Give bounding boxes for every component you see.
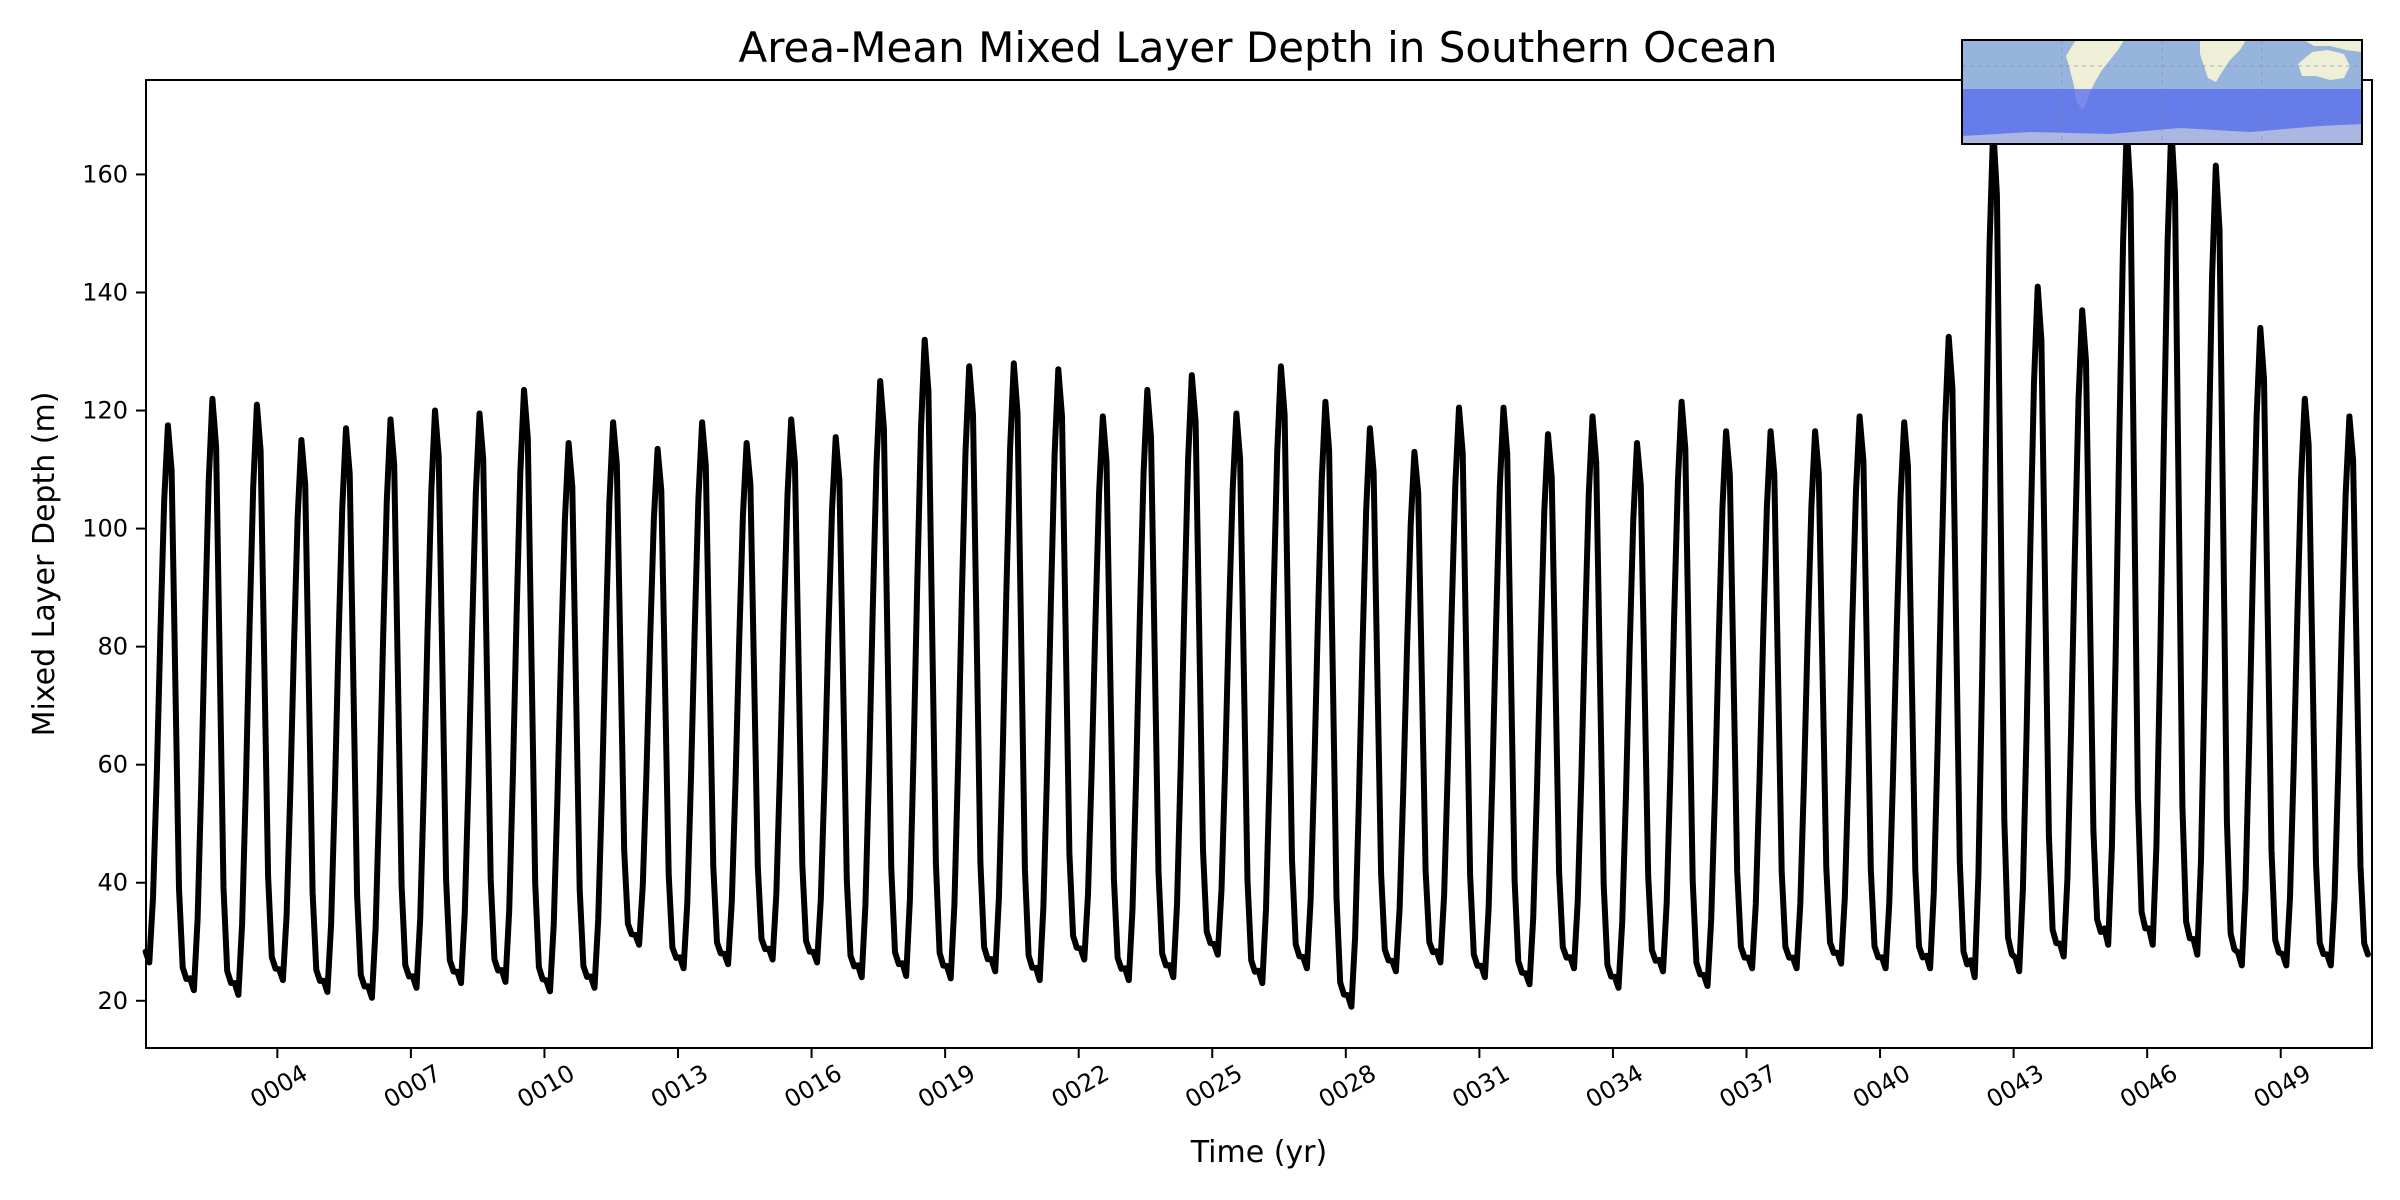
inset-map [1961,39,2363,145]
x-tick-label: 0028 [1314,1059,1381,1114]
x-axis-label: Time (yr) [1190,1135,1327,1170]
inset-map-frame [1961,39,2363,145]
y-axis-label: Mixed Layer Depth (m) [27,392,62,737]
asia-landmass [2304,40,2362,52]
x-tick-label: 0016 [780,1059,847,1114]
y-axis: 20 40 60 80 100 120 140 160 [82,160,146,1015]
x-tick-label: 0025 [1180,1059,1247,1114]
x-tick-label: 0037 [1715,1059,1782,1114]
x-tick-label: 0007 [379,1059,446,1114]
inset-map-gridlines [1962,40,2362,144]
y-tick-label: 20 [97,987,128,1015]
x-tick-label: 0010 [513,1059,580,1114]
africa-landmass [2200,40,2246,82]
x-tick-label: 0040 [1848,1059,1915,1114]
plot-area [142,124,2371,1010]
y-tick-label: 80 [97,633,128,661]
y-tick-label: 100 [82,515,128,543]
x-tick-label: 0031 [1447,1059,1514,1114]
x-axis: 0004 0007 0010 0013 0016 0019 0022 0025 0028 0031… [245,1048,2316,1114]
x-tick-label: 0034 [1581,1059,1648,1114]
y-tick-label: 140 [82,278,128,306]
australia-landmass [2298,50,2350,80]
y-tick-label: 120 [82,397,128,425]
x-tick-label: 0013 [646,1059,713,1114]
y-tick-label: 60 [97,751,128,779]
x-tick-label: 0019 [913,1059,980,1114]
x-tick-label: 0046 [2115,1059,2182,1114]
mixed-layer-depth-line [142,124,2371,1010]
y-tick-label: 160 [82,160,128,188]
x-tick-label: 0049 [2249,1059,2316,1114]
x-tick-label: 0004 [245,1059,312,1114]
axes-frame [145,79,2373,1049]
chart-title: Area-Mean Mixed Layer Depth in Southern … [738,23,1777,72]
y-tick-label: 40 [97,869,128,897]
x-tick-label: 0043 [1982,1059,2049,1114]
x-tick-label: 0022 [1047,1059,1114,1114]
